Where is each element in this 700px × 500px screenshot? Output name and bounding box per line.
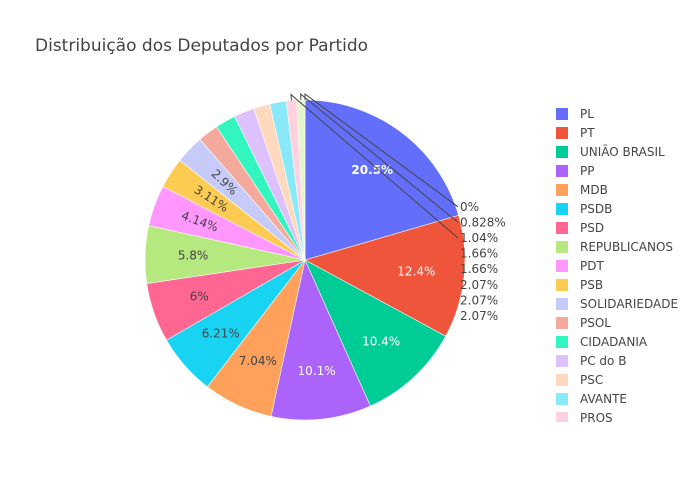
legend-item[interactable]: SOLIDARIEDADE bbox=[556, 297, 678, 311]
pie-slice[interactable] bbox=[304, 259, 447, 407]
slice-value-label: 2.07% bbox=[460, 293, 498, 307]
slice-value-label: 5.8% bbox=[178, 249, 209, 263]
legend-item[interactable]: PT bbox=[556, 126, 595, 140]
legend-item[interactable]: AVANTE bbox=[556, 392, 627, 406]
legend-swatch bbox=[556, 374, 568, 386]
legend-item[interactable]: UNIÃO BRASIL bbox=[556, 144, 665, 159]
legend-label: UNIÃO BRASIL bbox=[580, 144, 665, 159]
legend-item[interactable]: PL bbox=[556, 107, 594, 121]
legend-swatch bbox=[556, 165, 568, 177]
legend-label: PC do B bbox=[580, 354, 626, 368]
legend-item[interactable]: PROS bbox=[556, 411, 613, 425]
legend-item[interactable]: CIDADANIA bbox=[556, 335, 648, 349]
legend-swatch bbox=[556, 412, 568, 422]
legend-label: MDB bbox=[580, 183, 608, 197]
legend-label: PP bbox=[580, 164, 594, 178]
legend-swatch bbox=[556, 146, 568, 158]
pie-slice[interactable] bbox=[304, 214, 466, 337]
legend-item[interactable]: REPUBLICANOS bbox=[556, 240, 673, 254]
legend-item[interactable]: PDT bbox=[556, 259, 604, 273]
legend-item[interactable]: PP bbox=[556, 164, 594, 178]
legend[interactable]: PL PT UNIÃO BRASIL PP MDB PSDB PSD REPUBLICANOS… bbox=[556, 107, 678, 425]
legend-swatch bbox=[556, 241, 568, 253]
legend-swatch bbox=[556, 317, 568, 329]
pie-slices bbox=[144, 99, 466, 421]
legend-label: PDT bbox=[580, 259, 604, 273]
legend-swatch bbox=[556, 355, 568, 367]
legend-swatch bbox=[556, 279, 568, 291]
legend-label: PT bbox=[580, 126, 595, 140]
slice-value-label: 2.07% bbox=[460, 309, 498, 323]
legend-swatch bbox=[556, 108, 568, 120]
label-leader-line bbox=[290, 93, 459, 239]
legend-label: PSOL bbox=[580, 316, 611, 330]
slice-value-label: 0.828% bbox=[460, 215, 506, 229]
legend-label: REPUBLICANOS bbox=[580, 240, 673, 254]
legend-swatch bbox=[556, 203, 568, 215]
slice-value-label: 6.21% bbox=[202, 326, 240, 340]
legend-label: AVANTE bbox=[580, 392, 627, 406]
legend-swatch bbox=[556, 260, 568, 272]
legend-label: PSC bbox=[580, 373, 603, 387]
slice-value-label: 7.04% bbox=[239, 354, 277, 368]
legend-swatch bbox=[556, 393, 568, 405]
legend-swatch bbox=[556, 336, 568, 348]
legend-item[interactable]: PSC bbox=[556, 373, 603, 387]
legend-item[interactable]: MDB bbox=[556, 183, 608, 197]
slice-value-label: 2.07% bbox=[460, 278, 498, 292]
pie-slice[interactable] bbox=[270, 259, 371, 421]
slice-value-label: 0% bbox=[460, 200, 479, 214]
legend-label: SOLIDARIEDADE bbox=[580, 297, 678, 311]
legend-item[interactable]: PSOL bbox=[556, 316, 611, 330]
slice-value-label: 12.4% bbox=[397, 264, 435, 278]
label-leader-line bbox=[304, 93, 459, 208]
legend-label: PSD bbox=[580, 221, 604, 235]
legend-label: PSB bbox=[580, 278, 603, 292]
chart-title: Distribuição dos Deputados por Partido bbox=[35, 36, 368, 56]
legend-swatch bbox=[556, 298, 568, 310]
slice-value-label: 1.66% bbox=[460, 247, 498, 261]
legend-label: PSDB bbox=[580, 202, 612, 216]
legend-item[interactable]: PC do B bbox=[556, 354, 626, 368]
legend-label: PL bbox=[580, 107, 594, 121]
legend-swatch bbox=[556, 184, 568, 196]
slice-value-label: 1.66% bbox=[460, 262, 498, 276]
label-leader-line bbox=[300, 92, 459, 223]
slice-value-label: 10.1% bbox=[298, 364, 336, 378]
legend-swatch bbox=[556, 222, 568, 234]
slice-value-label: 10.4% bbox=[362, 335, 400, 349]
legend-item[interactable]: PSB bbox=[556, 278, 603, 292]
pie-labels: 20.5%12.4%10.4%10.1%7.04%6.21%6%5.8%4.14… bbox=[178, 92, 506, 378]
legend-label: PROS bbox=[580, 411, 613, 425]
legend-item[interactable]: PSDB bbox=[556, 202, 612, 216]
slice-value-label: 1.04% bbox=[460, 231, 498, 245]
slice-value-label: 6% bbox=[190, 289, 209, 303]
legend-item[interactable]: PSD bbox=[556, 221, 604, 235]
legend-swatch bbox=[556, 127, 568, 139]
legend-label: CIDADANIA bbox=[580, 335, 648, 349]
